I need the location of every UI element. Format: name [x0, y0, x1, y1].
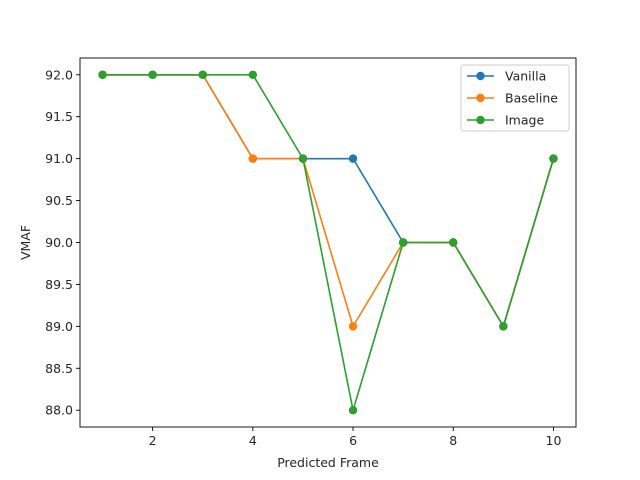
data-point-vanilla: [348, 154, 358, 163]
data-point-image: [549, 154, 558, 163]
series-layer: [98, 70, 558, 415]
data-point-image: [449, 238, 458, 247]
x-tick-label: 10: [546, 433, 562, 448]
legend-label-image: Image: [505, 113, 544, 128]
y-axis-label: VMAF: [18, 225, 33, 260]
data-point-image: [348, 406, 358, 415]
data-point-baseline: [348, 322, 358, 331]
data-point-image: [198, 70, 207, 79]
series-line-image: [102, 73, 555, 412]
legend-marker-image: [476, 115, 485, 125]
data-point-baseline: [248, 154, 258, 163]
series-image: [98, 70, 558, 415]
legend-box: [460, 64, 570, 132]
data-point-image: [98, 70, 107, 79]
y-tick-label: 91.5: [45, 109, 73, 124]
x-tick-label: 6: [349, 433, 357, 448]
legend-marker-baseline: [476, 93, 485, 103]
data-point-image: [398, 238, 408, 247]
y-tick-label: 91.0: [45, 151, 73, 166]
legend-marker-vanilla: [476, 71, 485, 81]
y-axis-ticks: 88.0 88.5 89.0 89.5 90.0 90.5 91.0 91.5 92.0: [45, 67, 80, 418]
y-tick-label: 88.5: [45, 361, 73, 376]
y-tick-label: 90.0: [45, 235, 73, 250]
data-point-image: [148, 70, 157, 79]
legend-label-baseline: Baseline: [505, 91, 558, 106]
x-tick-label: 2: [149, 433, 157, 448]
legend: Vanilla Baseline Image: [460, 64, 570, 132]
y-tick-label: 89.0: [45, 319, 73, 334]
y-tick-label: 89.5: [45, 277, 73, 292]
data-point-image: [499, 322, 508, 331]
y-tick-label: 92.0: [45, 67, 73, 82]
legend-label-vanilla: Vanilla: [505, 69, 546, 84]
y-tick-label: 90.5: [45, 193, 73, 208]
x-axis-ticks: 2 4 6 8 10: [149, 427, 562, 448]
y-tick-label: 88.0: [45, 403, 73, 418]
x-tick-label: 4: [249, 433, 257, 448]
data-point-image: [248, 70, 258, 79]
x-axis-label: Predicted Frame: [277, 455, 379, 470]
x-tick-label: 8: [449, 433, 457, 448]
data-point-image: [298, 154, 308, 163]
